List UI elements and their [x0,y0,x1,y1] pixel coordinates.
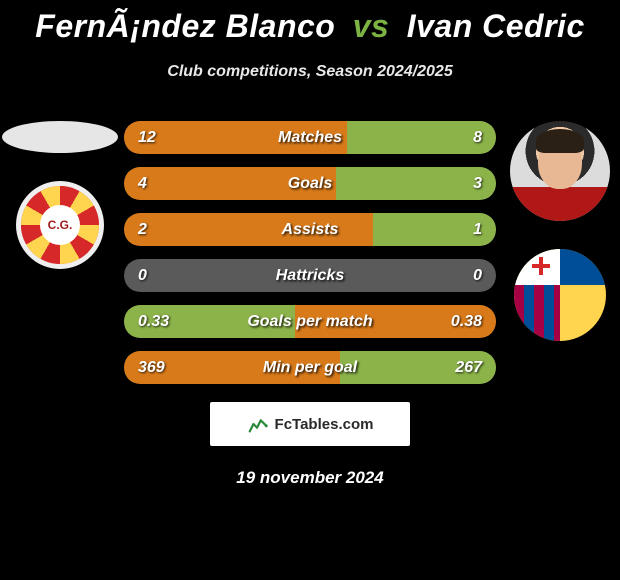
stat-row: 0Hattricks0 [124,259,496,292]
stats-list: 12Matches8 4Goals3 2Assists1 0Hattricks0 0.3… [120,121,500,384]
stat-row: 4Goals3 [124,167,496,200]
player2-club-badge [514,249,606,341]
left-column: C.G. [0,121,120,384]
player1-name: FernÃ¡ndez Blanco [35,8,335,44]
stat-value-right: 3 [473,175,482,193]
stat-value-right: 0 [473,267,482,285]
stat-value-right: 8 [473,129,482,147]
stat-label: Hattricks [124,267,496,285]
stat-label: Goals [124,175,496,193]
stat-row: 12Matches8 [124,121,496,154]
stat-value-right: 1 [473,221,482,239]
player1-club-badge: C.G. [16,181,104,269]
fctables-logo-icon [247,413,269,435]
content-area: C.G. 12Matches8 4Goals3 2Assists1 0Hattrick… [0,121,620,384]
stat-row: 0.33Goals per match0.38 [124,305,496,338]
stat-row: 2Assists1 [124,213,496,246]
right-column [500,121,620,384]
player2-photo [510,121,610,221]
vs-separator: vs [353,8,390,44]
comparison-title: FernÃ¡ndez Blanco vs Ivan Cedric [0,0,620,45]
stat-row: 369Min per goal267 [124,351,496,384]
player1-photo [2,121,118,153]
stat-label: Assists [124,221,496,239]
stat-label: Min per goal [124,359,496,377]
stat-value-right: 267 [455,359,482,377]
stat-label: Goals per match [124,313,496,331]
fctables-brand-text: FcTables.com [275,416,374,433]
snapshot-date: 19 november 2024 [0,468,620,488]
badge-left-text: C.G. [40,205,80,245]
player2-name: Ivan Cedric [407,8,585,44]
subtitle: Club competitions, Season 2024/2025 [0,63,620,81]
stat-label: Matches [124,129,496,147]
source-attribution: FcTables.com [210,402,410,446]
stat-value-right: 0.38 [451,313,482,331]
